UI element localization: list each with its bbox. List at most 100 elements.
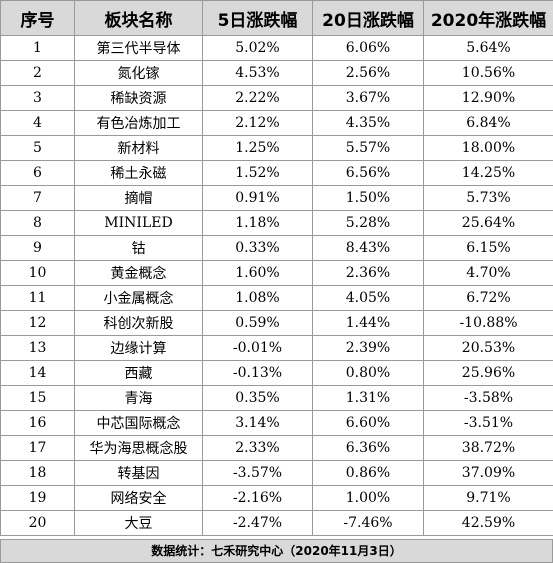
cell-2020-change: 4.70% (423, 260, 553, 286)
cell-2020-change: 25.96% (423, 360, 553, 386)
header-20day-change: 20日涨跌幅 (312, 0, 424, 36)
cell-sector-name: 摘帽 (74, 185, 203, 211)
cell-sector-name: 小金属概念 (74, 285, 203, 311)
cell-sector-name: 第三代半导体 (74, 35, 203, 61)
cell-20day-change: 0.86% (312, 460, 424, 486)
cell-index: 20 (0, 510, 75, 536)
cell-index: 8 (0, 210, 75, 236)
header-row: 序号 板块名称 5日涨跌幅 20日涨跌幅 2020年涨跌幅 (0, 0, 553, 36)
cell-20day-change: 1.44% (312, 310, 424, 336)
cell-index: 10 (0, 260, 75, 286)
cell-5day-change: 2.12% (202, 110, 313, 136)
header-index: 序号 (0, 0, 75, 36)
cell-sector-name: 青海 (74, 385, 203, 411)
cell-20day-change: 6.36% (312, 435, 424, 461)
cell-5day-change: 1.25% (202, 135, 313, 161)
cell-index: 15 (0, 385, 75, 411)
cell-5day-change: 0.33% (202, 235, 313, 261)
cell-2020-change: 6.15% (423, 235, 553, 261)
cell-index: 9 (0, 235, 75, 261)
cell-index: 3 (0, 85, 75, 111)
cell-5day-change: -0.01% (202, 335, 313, 361)
cell-20day-change: 5.57% (312, 135, 424, 161)
cell-2020-change: 14.25% (423, 160, 553, 186)
cell-5day-change: 0.35% (202, 385, 313, 411)
table-row: 12 科创次新股 0.59% 1.44% -10.88% (0, 310, 553, 336)
cell-5day-change: 0.59% (202, 310, 313, 336)
cell-sector-name: 科创次新股 (74, 310, 203, 336)
cell-sector-name: 有色冶炼加工 (74, 110, 203, 136)
table-row: 11 小金属概念 1.08% 4.05% 6.72% (0, 285, 553, 311)
table-row: 8 MINILED 1.18% 5.28% 25.64% (0, 210, 553, 236)
cell-2020-change: 5.73% (423, 185, 553, 211)
table-row: 20 大豆 -2.47% -7.46% 42.59% (0, 510, 553, 536)
header-sector-name: 板块名称 (74, 0, 203, 36)
cell-sector-name: 华为海思概念股 (74, 435, 203, 461)
table-row: 17 华为海思概念股 2.33% 6.36% 38.72% (0, 435, 553, 461)
cell-20day-change: 6.56% (312, 160, 424, 186)
header-2020-change: 2020年涨跌幅 (423, 0, 553, 36)
cell-sector-name: 网络安全 (74, 485, 203, 511)
cell-2020-change: 5.64% (423, 35, 553, 61)
cell-sector-name: 钴 (74, 235, 203, 261)
cell-2020-change: 10.56% (423, 60, 553, 86)
cell-5day-change: -0.13% (202, 360, 313, 386)
cell-5day-change: 1.18% (202, 210, 313, 236)
table-row: 14 西藏 -0.13% 0.80% 25.96% (0, 360, 553, 386)
header-5day-change: 5日涨跌幅 (202, 0, 313, 36)
table-row: 10 黄金概念 1.60% 2.36% 4.70% (0, 260, 553, 286)
cell-index: 12 (0, 310, 75, 336)
table-row: 15 青海 0.35% 1.31% -3.58% (0, 385, 553, 411)
cell-2020-change: 6.84% (423, 110, 553, 136)
cell-20day-change: 1.50% (312, 185, 424, 211)
cell-index: 5 (0, 135, 75, 161)
cell-index: 13 (0, 335, 75, 361)
cell-sector-name: 稀土永磁 (74, 160, 203, 186)
cell-20day-change: 2.56% (312, 60, 424, 86)
sector-table: 序号 板块名称 5日涨跌幅 20日涨跌幅 2020年涨跌幅 1 第三代半导体 5.0… (0, 0, 553, 536)
cell-2020-change: 20.53% (423, 335, 553, 361)
cell-sector-name: 大豆 (74, 510, 203, 536)
cell-index: 1 (0, 35, 75, 61)
cell-20day-change: -7.46% (312, 510, 424, 536)
cell-sector-name: MINILED (74, 210, 203, 236)
cell-2020-change: -10.88% (423, 310, 553, 336)
cell-20day-change: 1.31% (312, 385, 424, 411)
cell-5day-change: 3.14% (202, 410, 313, 436)
table-row: 13 边缘计算 -0.01% 2.39% 20.53% (0, 335, 553, 361)
cell-5day-change: 1.52% (202, 160, 313, 186)
table-row: 16 中芯国际概念 3.14% 6.60% -3.51% (0, 410, 553, 436)
cell-20day-change: 2.36% (312, 260, 424, 286)
cell-index: 19 (0, 485, 75, 511)
cell-index: 11 (0, 285, 75, 311)
cell-index: 14 (0, 360, 75, 386)
cell-2020-change: 18.00% (423, 135, 553, 161)
cell-2020-change: -3.51% (423, 410, 553, 436)
table-row: 19 网络安全 -2.16% 1.00% 9.71% (0, 485, 553, 511)
cell-20day-change: 2.39% (312, 335, 424, 361)
cell-2020-change: 25.64% (423, 210, 553, 236)
cell-index: 2 (0, 60, 75, 86)
cell-sector-name: 稀缺资源 (74, 85, 203, 111)
cell-5day-change: -2.16% (202, 485, 313, 511)
cell-5day-change: 5.02% (202, 35, 313, 61)
cell-sector-name: 黄金概念 (74, 260, 203, 286)
table-row: 2 氮化镓 4.53% 2.56% 10.56% (0, 60, 553, 86)
table-row: 3 稀缺资源 2.22% 3.67% 12.90% (0, 85, 553, 111)
cell-2020-change: 37.09% (423, 460, 553, 486)
cell-20day-change: 5.28% (312, 210, 424, 236)
cell-20day-change: 6.60% (312, 410, 424, 436)
table-row: 18 转基因 -3.57% 0.86% 37.09% (0, 460, 553, 486)
cell-20day-change: 3.67% (312, 85, 424, 111)
cell-2020-change: 42.59% (423, 510, 553, 536)
cell-2020-change: 9.71% (423, 485, 553, 511)
table-body: 1 第三代半导体 5.02% 6.06% 5.64% 2 氮化镓 4.53% 2.56% 10.5… (0, 35, 553, 536)
cell-20day-change: 4.35% (312, 110, 424, 136)
cell-5day-change: 1.60% (202, 260, 313, 286)
cell-20day-change: 8.43% (312, 235, 424, 261)
table-row: 7 摘帽 0.91% 1.50% 5.73% (0, 185, 553, 211)
cell-5day-change: 2.33% (202, 435, 313, 461)
cell-sector-name: 转基因 (74, 460, 203, 486)
cell-20day-change: 4.05% (312, 285, 424, 311)
